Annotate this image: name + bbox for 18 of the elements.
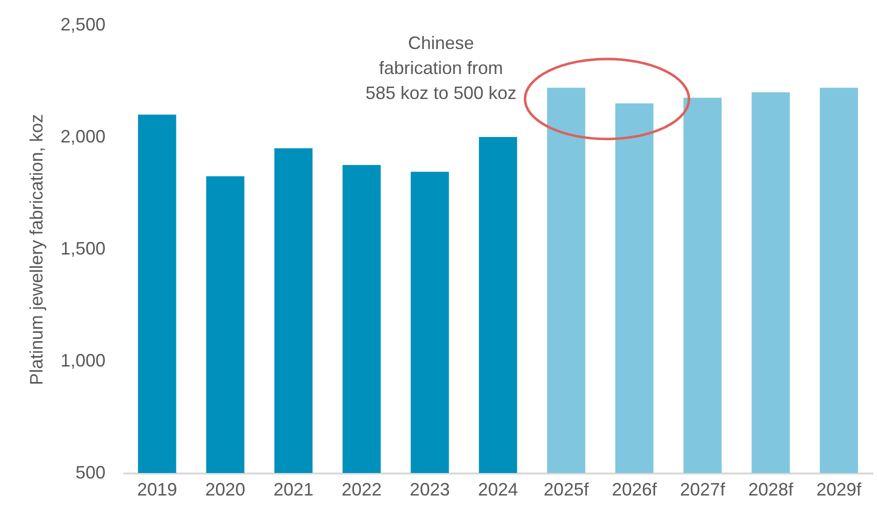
x-tick-label: 2029f — [816, 480, 862, 500]
x-tick-label: 2025f — [544, 480, 590, 500]
x-tick-label: 2020 — [205, 480, 246, 500]
y-tick-label: 1,000 — [60, 350, 106, 370]
x-tick-label: 2026f — [612, 480, 658, 500]
x-tick-label: 2021 — [273, 480, 314, 500]
y-tick-label: 500 — [75, 462, 106, 482]
y-tick-label: 2,000 — [60, 126, 106, 146]
annotation: Chinese fabrication from 585 koz to 500 koz — [365, 33, 517, 103]
x-tick-label: 2023 — [410, 480, 450, 500]
y-tick-label: 2,500 — [60, 14, 106, 34]
x-tick-label: 2024 — [478, 480, 518, 500]
x-tick-label: 2027f — [680, 480, 726, 500]
x-tick-label: 2028f — [748, 480, 794, 500]
y-tick-label: 1,500 — [60, 238, 106, 258]
x-tick-label: 2019 — [137, 480, 178, 500]
x-tick-label: 2022 — [342, 480, 382, 500]
y-axis-title: Platinum jewellery fabrication, koz — [26, 114, 46, 386]
